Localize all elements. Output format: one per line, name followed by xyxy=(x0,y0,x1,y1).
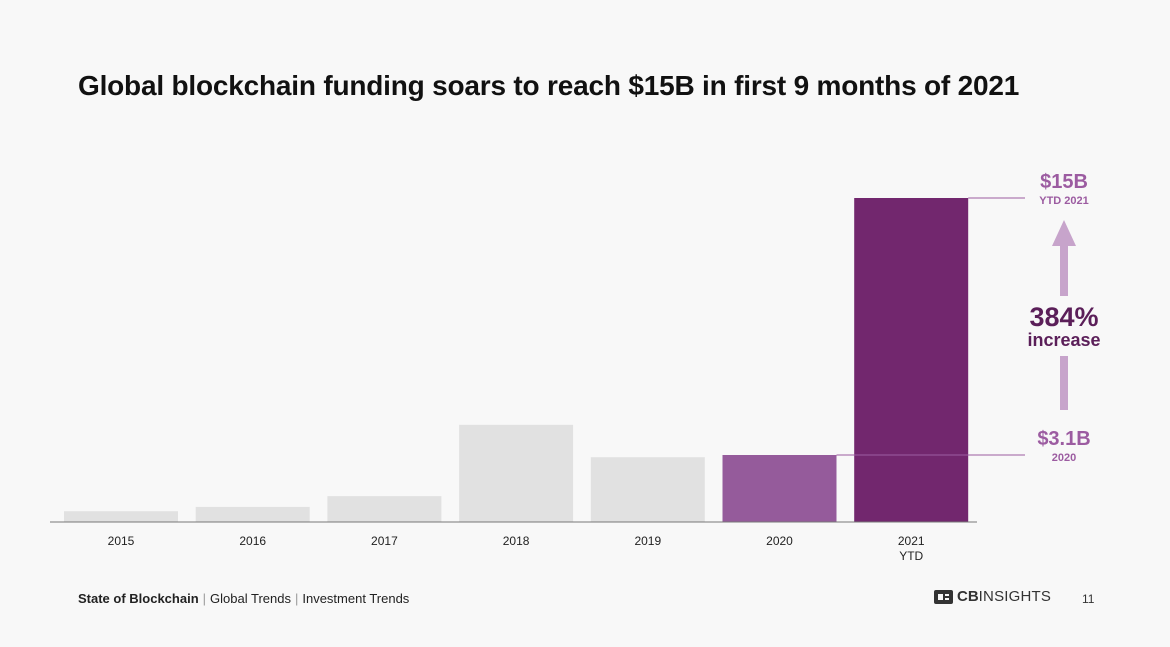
bar-2016 xyxy=(195,506,310,522)
bar-2018 xyxy=(459,424,574,522)
x-tick-label-2018: 2018 xyxy=(503,534,530,548)
x-tick-label-2019: 2019 xyxy=(634,534,661,548)
increase-arrow-icon xyxy=(1052,220,1076,246)
annotation-change-pct: 384% xyxy=(1029,302,1098,332)
annotation-bottom-value: $3.1B xyxy=(1037,428,1090,450)
page-title: Global blockchain funding soars to reach… xyxy=(78,70,1020,101)
x-tick-label-2015: 2015 xyxy=(108,534,135,548)
footer-breadcrumb: State of Blockchain | Global Trends | Invest… xyxy=(78,591,409,606)
annotation-top-sub: YTD 2021 xyxy=(1039,195,1089,207)
bar-2015 xyxy=(64,511,178,522)
footer-separator: | xyxy=(294,591,299,606)
annotation-bottom-sub: 2020 xyxy=(1052,452,1076,464)
brand-cb: CB xyxy=(957,588,979,605)
x-tick-label-2021: 2021 xyxy=(898,534,925,548)
bar-2021 xyxy=(854,198,969,522)
page-number: 11 xyxy=(1082,592,1095,606)
footer-crumb-investment-trends: Investment Trends xyxy=(302,591,410,606)
bar-2017 xyxy=(327,496,442,522)
x-tick-label-2016: 2016 xyxy=(239,534,266,548)
x-tick-label-2021-sub: YTD xyxy=(899,549,923,563)
footer-separator: | xyxy=(202,591,207,606)
cbinsights-logo-icon xyxy=(934,589,953,604)
increase-arrow-shaft-upper xyxy=(1060,244,1068,296)
bar-2019 xyxy=(590,457,705,522)
footer-crumb-global-trends: Global Trends xyxy=(210,591,291,606)
x-tick-label-2020: 2020 xyxy=(766,534,793,548)
bar-2020 xyxy=(722,455,837,522)
annotation-top-value: $15B xyxy=(1040,171,1088,193)
increase-arrow-shaft-lower xyxy=(1060,356,1068,410)
brand-insights: INSIGHTS xyxy=(978,588,1052,605)
footer-section: State of Blockchain xyxy=(78,591,199,606)
x-tick-label-2017: 2017 xyxy=(371,534,398,548)
annotation-change-word: increase xyxy=(1027,330,1100,350)
brand-logo: CBINSIGHTS xyxy=(934,588,1051,605)
